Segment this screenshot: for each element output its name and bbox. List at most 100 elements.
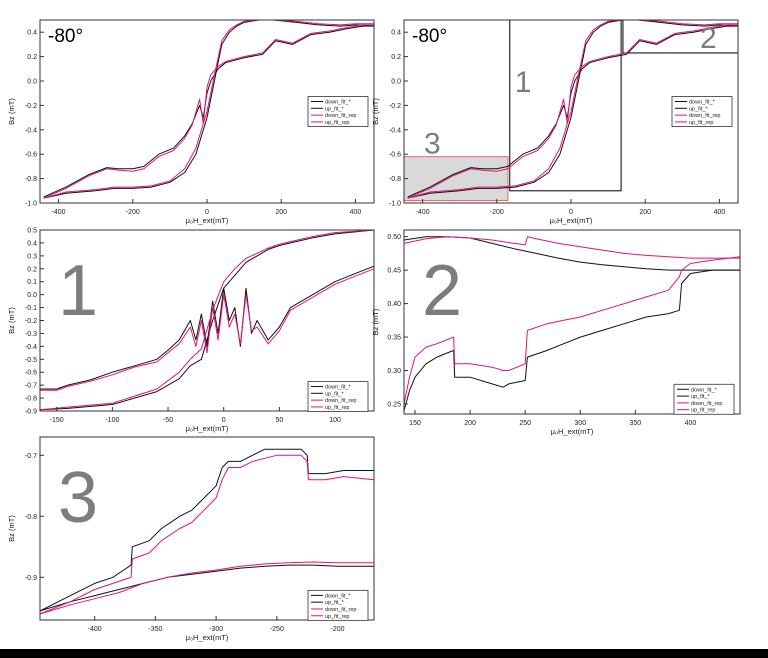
y-tick-label: 0.0: [391, 79, 401, 86]
x-tick-label: 250: [519, 420, 531, 427]
x-tick-label: 400: [350, 209, 362, 216]
zoom-box-3: [403, 156, 509, 202]
series-line-down_fit_rep: [40, 268, 375, 391]
y-tick-label: -0.6: [25, 370, 37, 377]
legend-label: up_fit_*: [691, 394, 711, 400]
legend-label: down_fit_*: [691, 387, 718, 393]
series-line-up_fit_rep: [39, 561, 374, 615]
legend-label: down_fit_rep: [325, 398, 357, 404]
y-tick-label: 0.5: [27, 228, 37, 235]
y-tick-label: 0.2: [27, 54, 37, 61]
x-tick-label: -400: [416, 209, 430, 216]
y-axis-label: Bz (mT): [7, 307, 16, 334]
y-tick-label: -0.6: [25, 152, 37, 159]
series-line-up_fit_*: [39, 564, 374, 612]
series-line-down_fit_*: [39, 448, 374, 612]
x-tick-label: -250: [270, 626, 284, 633]
y-tick-label: -0.7: [25, 383, 37, 390]
legend-label: down_fit_rep: [689, 113, 721, 119]
y-tick-label: -0.7: [25, 453, 37, 460]
y-tick-label: 0.35: [387, 335, 401, 342]
legend-label: up_fit_rep: [325, 405, 349, 411]
y-tick-label: 0.50: [387, 234, 401, 241]
series-line-up_fit_rep: [403, 236, 740, 259]
panel-number: 3: [58, 458, 98, 538]
x-tick-label: 0: [205, 209, 209, 216]
x-tick-label: -400: [52, 209, 66, 216]
legend-label: up_fit_rep: [691, 408, 715, 414]
y-tick-label: -0.8: [389, 176, 401, 183]
legend-label: up_fit_*: [325, 391, 345, 397]
x-tick-label: 200: [464, 420, 476, 427]
series-line-down_fit_*: [40, 265, 375, 390]
legend-label: up_fit_*: [689, 106, 709, 112]
y-tick-label: -1.0: [25, 201, 37, 208]
x-tick-label: -350: [148, 626, 162, 633]
y-tick-label: 0.3: [27, 253, 37, 260]
y-tick-label: 0.4: [27, 30, 37, 37]
y-tick-label: -0.9: [25, 409, 37, 416]
y-tick-label: -0.4: [25, 127, 37, 134]
x-tick-label: 100: [329, 417, 341, 424]
chart-zoom-1: -150 -100 -50 0 50 100 -0.9 -0.8 -0.7 -0.6 -0.5 -0.…: [7, 228, 375, 433]
y-tick-label: -0.2: [25, 103, 37, 110]
legend-label: up_fit_*: [325, 600, 345, 606]
zoom-box-label: 2: [700, 22, 717, 55]
x-tick-label: -150: [50, 417, 64, 424]
series-line-down_fit_rep: [43, 24, 374, 199]
y-tick-label: 0.0: [27, 79, 37, 86]
y-tick-label: -0.4: [389, 127, 401, 134]
x-tick-label: 0: [222, 417, 226, 424]
x-tick-label: -100: [105, 417, 119, 424]
y-tick-label: -0.1: [25, 305, 37, 312]
plot-frame: [403, 229, 741, 415]
y-tick-label: 0.0: [27, 292, 37, 299]
y-tick-label: -0.3: [25, 331, 37, 338]
x-tick-label: -200: [490, 209, 504, 216]
y-tick-label: 0.45: [387, 268, 401, 275]
zoom-box-label: 1: [515, 66, 532, 99]
series-line-up_fit_*: [39, 229, 375, 411]
legend-label: down_fit_*: [325, 385, 352, 391]
series-line-up_fit_*: [43, 19, 375, 199]
y-tick-label: -0.9: [25, 575, 37, 582]
x-tick-label: 150: [409, 420, 421, 427]
x-tick-label: -200: [331, 626, 345, 633]
plot-frame: [39, 436, 375, 621]
x-axis-label: μ₀H_ext(mT): [186, 633, 229, 642]
x-tick-label: 400: [714, 209, 726, 216]
series-line-up_fit_rep: [39, 229, 375, 411]
y-axis-label: Bz (mT): [7, 515, 16, 542]
y-axis-label: Bz (mT): [371, 308, 380, 335]
chart-top-left: -400 -200 0 200 400 -1.0 -0.8 -0.6 -0.4 -0.2 0.0 0.…: [7, 19, 375, 225]
panel-number: 2: [422, 251, 462, 331]
y-axis-label: Bz (mT): [371, 98, 380, 125]
x-tick-label: 400: [685, 420, 697, 427]
x-tick-label: 0: [569, 209, 573, 216]
legend-label: down_fit_*: [689, 100, 716, 106]
x-tick-label: 300: [574, 420, 586, 427]
y-axis-label: Bz (mT): [7, 98, 16, 125]
chart-top-right: -400 -200 0 200 400 -1.0 -0.8 -0.6 -0.4 -0.2 0.0 0.…: [371, 19, 739, 225]
legend-label: down_fit_rep: [325, 113, 357, 119]
series-line-down_fit_rep: [39, 454, 375, 615]
x-tick-label: -50: [163, 417, 173, 424]
legend-label: up_fit_rep: [325, 614, 349, 620]
y-tick-label: 0.4: [27, 240, 37, 247]
series-line-up_fit_rep: [43, 19, 374, 199]
y-tick-label: -0.8: [25, 514, 37, 521]
panel-number: 1: [58, 251, 98, 331]
series-line-up_fit_rep: [407, 19, 738, 199]
y-tick-label: -0.5: [25, 357, 37, 364]
zoom-box-1: [509, 19, 622, 192]
x-axis-label: μ₀H_ext(mT): [186, 216, 229, 225]
series-line-down_fit_rep: [407, 24, 738, 199]
chart-zoom-2: 150 200 250 300 350 400 0.25 0.30 0.35 0.40 0.45 0.…: [371, 229, 741, 436]
legend-label: down_fit_*: [325, 100, 352, 106]
y-tick-label: -0.2: [389, 103, 401, 110]
y-tick-label: -0.6: [389, 152, 401, 159]
